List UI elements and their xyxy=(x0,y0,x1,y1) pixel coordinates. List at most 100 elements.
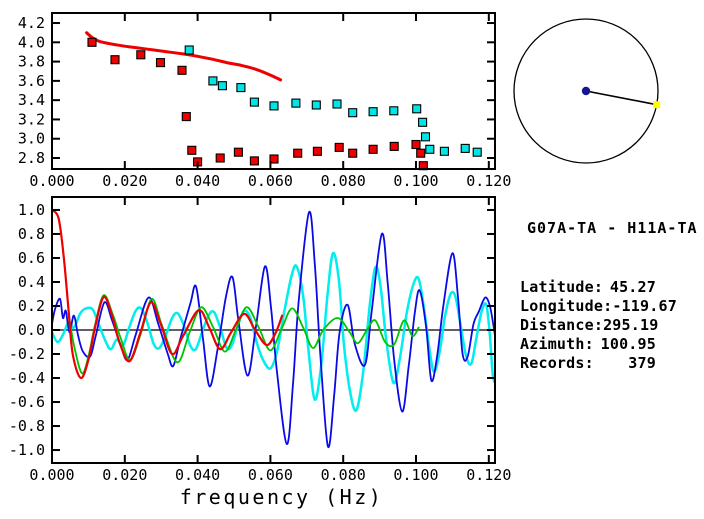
dispersion-chart: 0.000 0.020 0.040 0.060 0.080 0.100 0.1202.83.… xyxy=(18,12,511,190)
x-tick-label: 0.080 xyxy=(321,466,366,484)
data-point-marker xyxy=(412,104,422,114)
data-point-marker xyxy=(110,55,120,65)
data-point-marker xyxy=(184,45,194,55)
y-tick-label: 4.2 xyxy=(18,14,45,32)
azimuth-line xyxy=(585,90,657,106)
y-tick-label: -0.8 xyxy=(9,417,45,435)
y-tick-label: -0.4 xyxy=(9,369,45,387)
data-point-marker xyxy=(312,146,322,156)
station-info-rows: Latitude: 45.27 Longitude: -119.67 Distance:… xyxy=(520,278,704,373)
x-tick-label: 0.100 xyxy=(393,172,438,190)
data-point-marker xyxy=(233,147,243,157)
info-row: Distance: 295.19 xyxy=(520,316,659,335)
data-point-marker xyxy=(249,97,259,107)
y-tick-label: 0.2 xyxy=(18,297,45,315)
y-tick-label: 0.4 xyxy=(18,273,45,291)
y-tick-label: -0.2 xyxy=(9,345,45,363)
dispersion-ticks: 0.000 0.020 0.040 0.060 0.080 0.100 0.1202.83.… xyxy=(18,13,511,190)
y-tick-label: 4.0 xyxy=(18,33,45,51)
azimuth-circle xyxy=(513,18,659,164)
x-tick-label: 0.120 xyxy=(466,466,511,484)
data-point-marker xyxy=(136,50,146,60)
info-row: Records: 379 xyxy=(520,354,656,373)
data-point-marker xyxy=(236,83,246,93)
dispersion-series-area xyxy=(85,31,283,82)
info-label: Records: xyxy=(520,354,594,372)
data-point-marker xyxy=(187,145,197,155)
waveform-chart: 0.000 0.020 0.040 0.060 0.080 0.100 0.120 -1.0 -… xyxy=(9,196,511,509)
data-point-marker xyxy=(368,107,378,117)
data-point-marker xyxy=(332,99,342,109)
data-point-marker xyxy=(87,37,97,47)
data-point-marker xyxy=(217,81,227,91)
azimuth-diagram xyxy=(513,18,661,164)
x-tick-label: 0.120 xyxy=(466,172,511,190)
y-tick-label: -0.6 xyxy=(9,393,45,411)
data-point-marker xyxy=(348,108,358,118)
cyan-velocity-measurements xyxy=(184,45,482,157)
info-label: Azimuth: xyxy=(520,335,594,353)
x-tick-label: 0.040 xyxy=(175,466,220,484)
data-point-marker xyxy=(269,101,279,111)
y-tick-label: 2.8 xyxy=(18,149,45,167)
info-value: 100.95 xyxy=(600,335,656,353)
cyan-trace xyxy=(52,251,495,413)
data-point-marker xyxy=(155,58,166,68)
y-tick-label: -1.0 xyxy=(9,441,45,459)
data-point-marker xyxy=(208,76,218,86)
data-point-marker xyxy=(460,143,470,153)
data-point-marker xyxy=(425,144,435,154)
waveforms-series-area xyxy=(52,208,495,449)
remote-station-dot xyxy=(653,101,661,109)
info-row: Azimuth: 100.95 xyxy=(520,335,656,354)
info-row: Latitude: 45.27 xyxy=(520,278,656,297)
station-pair-title: G07A-TA - H11A-TA xyxy=(527,219,698,237)
x-tick-label: 0.000 xyxy=(29,466,74,484)
x-tick-label: 0.100 xyxy=(393,466,438,484)
info-value: 295.19 xyxy=(603,316,659,334)
x-tick-label: 0.000 xyxy=(29,172,74,190)
data-point-marker xyxy=(181,112,191,122)
red-trace xyxy=(52,208,284,380)
data-point-marker xyxy=(269,154,279,164)
data-point-marker xyxy=(291,98,301,108)
data-point-marker xyxy=(311,100,321,110)
x-tick-label: 0.040 xyxy=(175,172,220,190)
y-tick-label: 3.0 xyxy=(18,130,45,148)
y-tick-label: 3.8 xyxy=(18,53,45,71)
info-value: 45.27 xyxy=(609,278,656,296)
x-tick-label: 0.020 xyxy=(102,172,147,190)
y-tick-label: 0.6 xyxy=(18,249,45,267)
info-label: Longitude: xyxy=(520,297,613,315)
info-value: 379 xyxy=(628,354,656,372)
blue-trace xyxy=(52,210,495,449)
data-point-marker xyxy=(439,146,449,156)
dispersion-frame xyxy=(51,12,496,170)
y-tick-label: 0.8 xyxy=(18,225,45,243)
data-point-marker xyxy=(472,147,482,157)
reference-dispersion-curve xyxy=(85,31,283,82)
x-tick-label: 0.080 xyxy=(321,172,366,190)
data-point-marker xyxy=(368,144,378,154)
y-tick-label: 3.4 xyxy=(18,91,45,109)
info-row: Longitude: -119.67 xyxy=(520,297,677,316)
data-point-marker xyxy=(334,142,344,152)
x-tick-label: 0.060 xyxy=(248,466,293,484)
waveforms-ticks: 0.000 0.020 0.040 0.060 0.080 0.100 0.120 -1.0 -… xyxy=(9,197,511,484)
waveforms-frame xyxy=(51,196,496,464)
y-tick-label: 3.2 xyxy=(18,110,45,128)
data-point-marker xyxy=(389,106,399,116)
info-label: Latitude: xyxy=(520,278,604,296)
y-tick-label: 1.0 xyxy=(18,201,45,219)
data-point-marker xyxy=(177,65,187,75)
x-tick-label: 0.020 xyxy=(102,466,147,484)
x-tick-label: 0.060 xyxy=(248,172,293,190)
data-point-marker xyxy=(249,156,259,166)
info-label: Distance: xyxy=(520,316,604,334)
center-station-dot xyxy=(581,86,591,96)
data-point-marker xyxy=(389,141,399,151)
info-value: -119.67 xyxy=(612,297,677,315)
station-info-panel: G07A-TA - H11A-TA Latitude: 45.27 Longitud… xyxy=(520,181,704,411)
data-point-marker xyxy=(348,148,358,158)
